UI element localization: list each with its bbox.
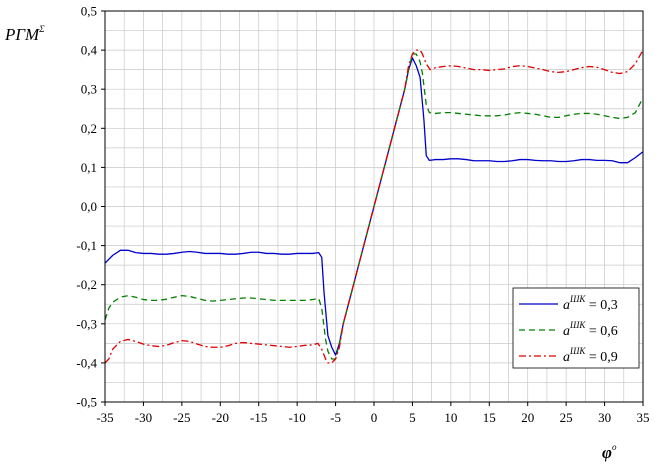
x-tick-label: -30: [135, 410, 152, 425]
y-tick-label: 0,3: [81, 82, 97, 97]
x-axis-label: φо: [602, 442, 617, 462]
x-tick-label: -15: [250, 410, 267, 425]
y-tick-label: 0,4: [81, 43, 98, 58]
y-tick-label: -0,4: [76, 355, 97, 370]
y-tick-label: -0,5: [76, 395, 97, 410]
series-line-3: [104, 49, 644, 364]
x-tick-label: -35: [96, 410, 113, 425]
y-tick-label: 0,1: [81, 160, 97, 175]
y-tick-label: 0,2: [81, 121, 97, 136]
legend-label-1: aШК = 0,3: [563, 294, 618, 313]
y-axis-label: PΓMΣ: [4, 24, 45, 44]
x-tick-label: 20: [521, 410, 534, 425]
y-tick-label: 0,5: [81, 4, 97, 19]
x-tick-label: 35: [637, 410, 650, 425]
series-lines: [104, 49, 644, 364]
legend-label-3: aШК = 0,9: [563, 346, 618, 365]
x-tick-label: 25: [560, 410, 573, 425]
y-tick-label: -0,2: [76, 277, 97, 292]
legend-box: [512, 287, 640, 369]
x-tick-label: 10: [444, 410, 457, 425]
legend-label-2: aШК = 0,6: [563, 320, 618, 339]
x-tick-label: -20: [212, 410, 229, 425]
y-tick-label: 0,0: [81, 199, 97, 214]
x-tick-label: -10: [288, 410, 305, 425]
x-tick-label: -5: [330, 410, 341, 425]
x-tick-label: 30: [598, 410, 611, 425]
x-tick-label: 15: [483, 410, 496, 425]
legend: aШК = 0,3 aШК = 0,6 aШК = 0,9: [512, 287, 640, 369]
y-tick-label: -0,3: [76, 316, 97, 331]
x-tick-label: 5: [409, 410, 416, 425]
x-tick-label: -25: [173, 410, 190, 425]
tick-labels: -35 -30 -25 -20 -15 -10 -5 0 5 10 15 20 25 30 35 -0,5 -0…: [76, 4, 649, 426]
x-tick-label: 0: [371, 410, 378, 425]
y-tick-label: -0,1: [76, 238, 97, 253]
